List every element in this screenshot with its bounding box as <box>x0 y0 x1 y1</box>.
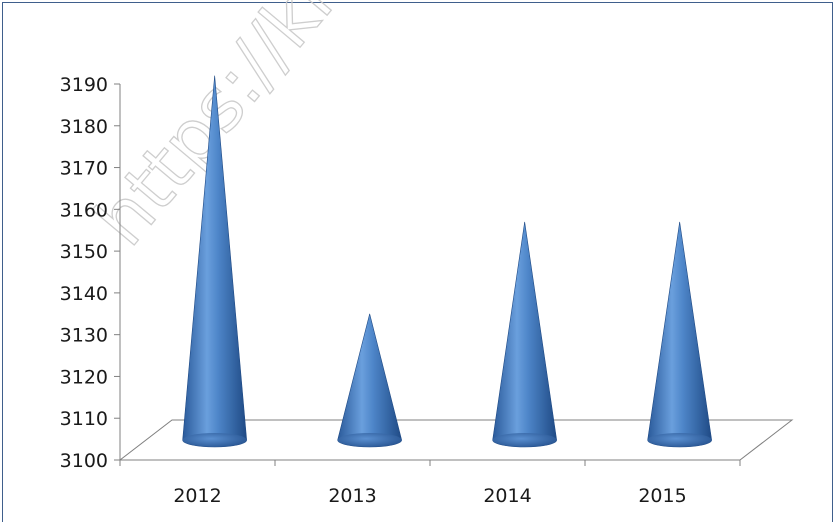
y-tick-label: 3160 <box>60 199 108 221</box>
y-tick-label: 3180 <box>60 116 108 138</box>
y-tick-label: 3190 <box>60 74 108 96</box>
y-tick-label: 3110 <box>60 408 108 430</box>
cone-body <box>492 221 557 448</box>
y-tick-label: 3140 <box>60 283 108 305</box>
y-tick-label: 3150 <box>60 241 108 263</box>
cone-bar <box>647 221 712 448</box>
x-tick-label: 2014 <box>483 485 531 507</box>
cone-bar <box>337 313 402 448</box>
cone-body <box>337 313 402 448</box>
x-tick-label: 2013 <box>328 485 376 507</box>
x-tick-label: 2015 <box>638 485 686 507</box>
y-tick-label: 3170 <box>60 158 108 180</box>
x-tick-label: 2012 <box>173 485 221 507</box>
cone-base <box>182 433 247 447</box>
cone-bar <box>182 75 247 448</box>
cone-body <box>647 221 712 448</box>
watermark-text: https://kiung <box>79 0 437 261</box>
y-tick-label: 3130 <box>60 325 108 347</box>
cone-bar <box>492 221 557 448</box>
cone-base <box>647 433 712 447</box>
chart-floor <box>118 419 794 461</box>
cone-base <box>492 433 557 447</box>
y-tick-label: 3100 <box>60 450 108 472</box>
y-tick-label: 3120 <box>60 366 108 388</box>
cone-base <box>337 433 402 447</box>
